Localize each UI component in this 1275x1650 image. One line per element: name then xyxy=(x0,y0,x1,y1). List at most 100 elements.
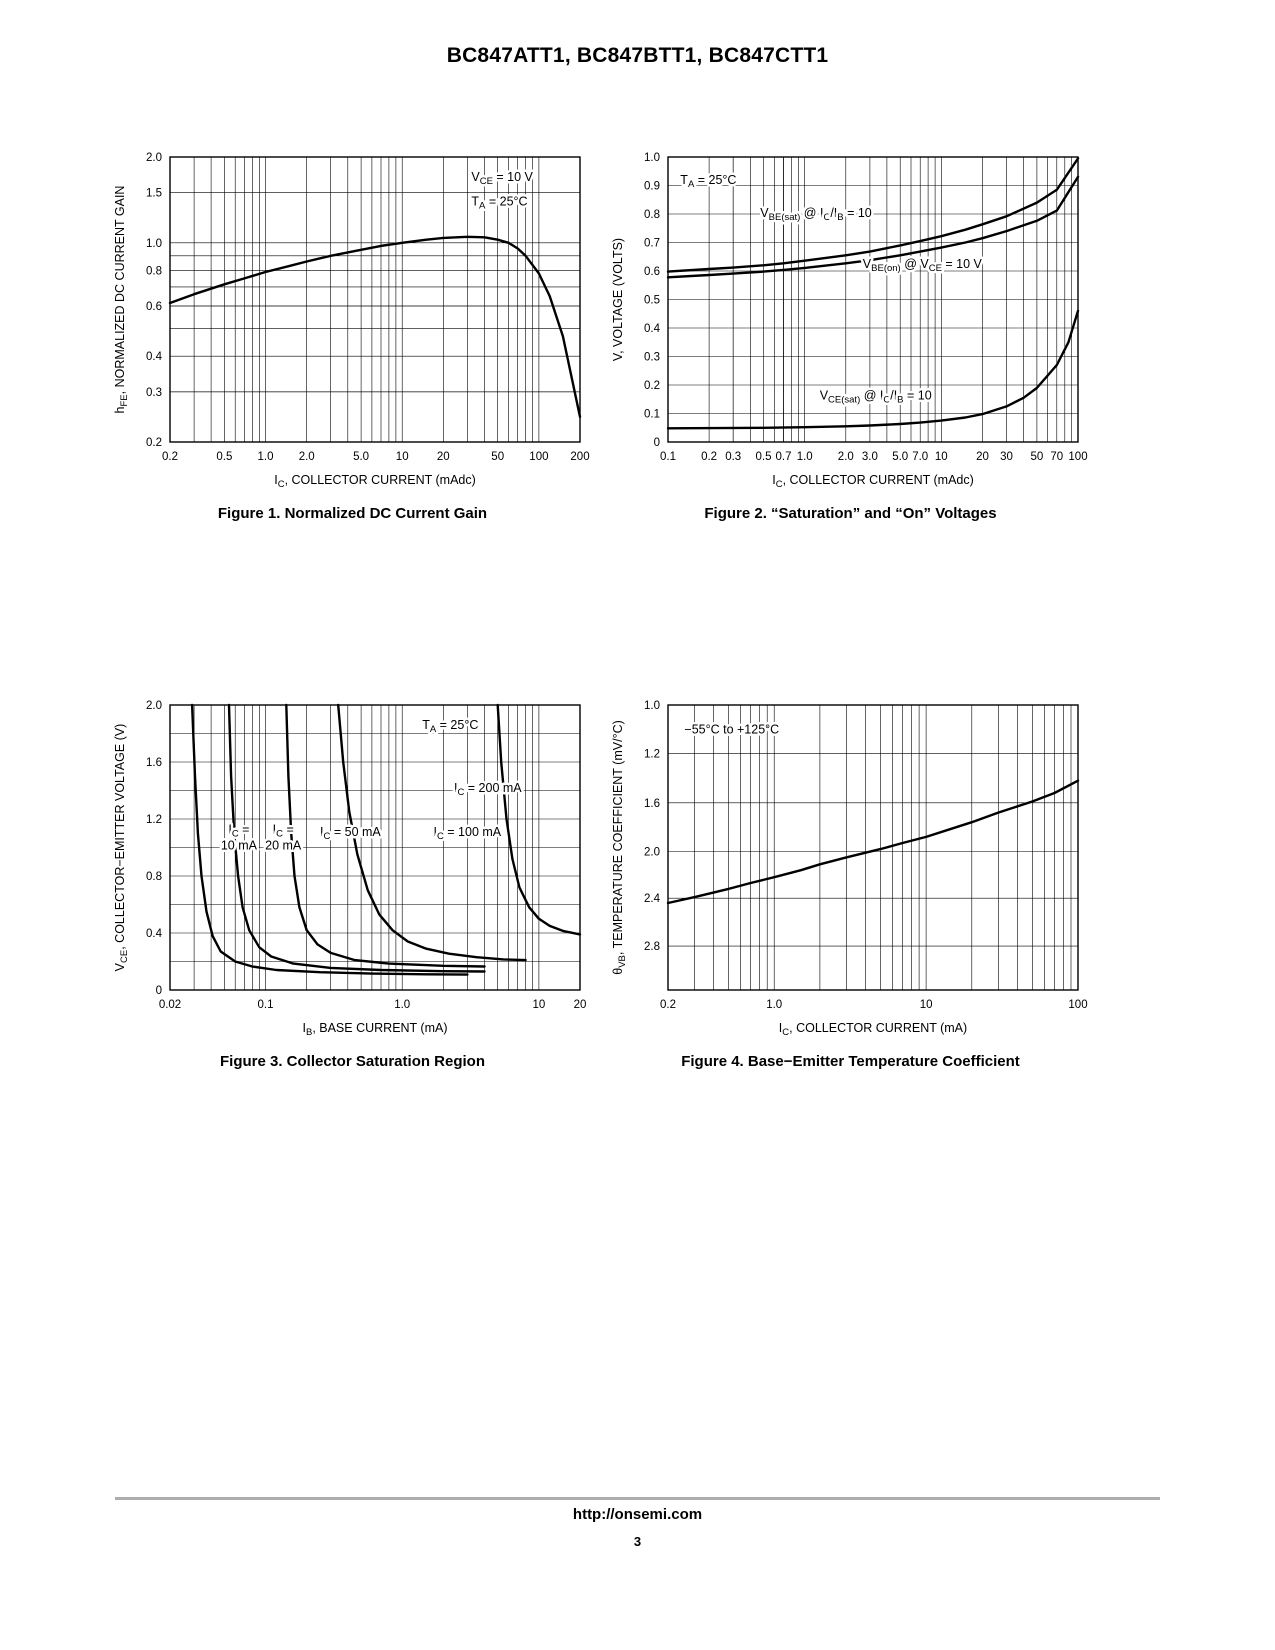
curve-ic-50ma xyxy=(285,703,486,968)
svg-text:50: 50 xyxy=(1031,451,1044,463)
figure-2-chart: 0.1 0.2 0.3 0.5 0.7 1.0 2.0 3.0 5.0 7.0 10 20 30 50 70… xyxy=(611,152,1088,490)
svg-text:1.0: 1.0 xyxy=(644,152,660,164)
curve-vbe-on xyxy=(666,175,1080,279)
curve-ic-200ma xyxy=(496,703,582,936)
svg-text:0.1: 0.1 xyxy=(258,999,274,1011)
curve-vce-sat xyxy=(666,309,1080,430)
curve-ic-10ma xyxy=(190,703,469,976)
y-axis-title: θVB, TEMPERATURE COEFFICIENT (mV/°C) xyxy=(611,720,628,975)
svg-text:0.4: 0.4 xyxy=(146,351,163,363)
svg-text:0.2: 0.2 xyxy=(162,451,178,463)
figure-3-chart: 0.02 0.1 1.0 10 20 0 0.4 0.8 1.2 1.6 2.0 IB, BASE C… xyxy=(113,700,586,1038)
svg-text:2.0: 2.0 xyxy=(146,700,162,712)
grid-lines xyxy=(170,157,580,442)
svg-text:2.4: 2.4 xyxy=(644,893,661,905)
svg-text:1.2: 1.2 xyxy=(644,749,660,761)
figure-3-caption: Figure 3. Collector Saturation Region xyxy=(219,1053,486,1070)
svg-text:100: 100 xyxy=(1068,451,1087,463)
svg-text:1.0: 1.0 xyxy=(394,999,410,1011)
svg-text:1.0: 1.0 xyxy=(766,999,782,1011)
figure-1-chart: 0.2 0.5 1.0 2.0 5.0 10 20 50 100 200 0.2 0.3 0.4 0.6 0… xyxy=(113,152,590,490)
svg-text:1.0: 1.0 xyxy=(146,238,162,250)
svg-text:0: 0 xyxy=(156,985,162,997)
svg-text:0.8: 0.8 xyxy=(644,209,660,221)
svg-text:1.0: 1.0 xyxy=(258,451,274,463)
svg-text:0.8: 0.8 xyxy=(146,265,162,277)
svg-text:5.0: 5.0 xyxy=(353,451,369,463)
svg-text:2.0: 2.0 xyxy=(299,451,315,463)
svg-text:100: 100 xyxy=(1068,999,1087,1011)
footer-rule xyxy=(115,1497,1160,1500)
svg-text:10: 10 xyxy=(935,451,948,463)
figure-1: 0.2 0.5 1.0 2.0 5.0 10 20 50 100 200 0.2 0.3 0.4 0.6 0… xyxy=(100,145,605,522)
svg-text:7.0: 7.0 xyxy=(912,451,928,463)
svg-text:0.2: 0.2 xyxy=(644,380,660,392)
annotation: IC = xyxy=(228,822,249,839)
plot-border xyxy=(169,156,581,443)
svg-text:0.3: 0.3 xyxy=(644,352,660,364)
annotation: VCE(sat) @ IC/IB = 10 xyxy=(820,388,932,405)
plot-border xyxy=(169,704,581,991)
svg-text:0.5: 0.5 xyxy=(216,451,232,463)
annotation: −55°C to +125°C xyxy=(684,723,779,737)
svg-text:2.0: 2.0 xyxy=(838,451,854,463)
svg-text:70: 70 xyxy=(1050,451,1063,463)
grid-lines xyxy=(668,157,1078,442)
figure-3: 0.02 0.1 1.0 10 20 0 0.4 0.8 1.2 1.6 2.0 IB, BASE C… xyxy=(100,693,605,1070)
footer-url[interactable]: http://onsemi.com xyxy=(572,1506,703,1523)
svg-text:0: 0 xyxy=(654,437,660,449)
svg-text:0.8: 0.8 xyxy=(146,871,162,883)
annotation: VBE(sat) @ IC/IB = 10 xyxy=(760,206,872,223)
svg-text:10: 10 xyxy=(533,999,546,1011)
svg-text:50: 50 xyxy=(491,451,504,463)
figure-4-chart: 0.2 1.0 10 100 1.0 1.2 1.6 2.0 2.4 2.8 IC, COLLECT… xyxy=(611,700,1088,1038)
y-axis-title: hFE, NORMALIZED DC CURRENT GAIN xyxy=(113,186,130,414)
x-axis-title: IC, COLLECTOR CURRENT (mA) xyxy=(779,1021,967,1038)
svg-text:10: 10 xyxy=(920,999,933,1011)
svg-text:200: 200 xyxy=(570,451,589,463)
page-title: BC847ATT1, BC847BTT1, BC847CTT1 xyxy=(446,44,829,67)
svg-text:1.0: 1.0 xyxy=(644,700,660,712)
annotation: IC = 100 mA xyxy=(433,825,501,842)
annotation: VBE(on) @ VCE = 10 V xyxy=(863,257,983,274)
svg-text:0.1: 0.1 xyxy=(644,409,660,421)
figure-4-caption: Figure 4. Base−Emitter Temperature Coeff… xyxy=(681,1053,1020,1070)
tick-labels: 0.2 1.0 10 100 1.0 1.2 1.6 2.0 2.4 2.8 xyxy=(644,700,1088,1011)
curve-ic-100ma xyxy=(337,703,527,962)
figure-1-caption: Figure 1. Normalized DC Current Gain xyxy=(217,505,488,522)
svg-text:1.6: 1.6 xyxy=(146,757,162,769)
plot-border xyxy=(667,156,1079,443)
svg-text:5.0: 5.0 xyxy=(892,451,908,463)
annotation: IC = 50 mA xyxy=(320,825,381,842)
grid-lines xyxy=(170,705,580,990)
annotation: 10 mA xyxy=(221,838,258,852)
svg-text:20: 20 xyxy=(574,999,587,1011)
svg-text:0.02: 0.02 xyxy=(159,999,181,1011)
svg-text:2.0: 2.0 xyxy=(644,847,660,859)
tick-labels: 0.02 0.1 1.0 10 20 0 0.4 0.8 1.2 1.6 2.0 xyxy=(146,700,586,1011)
svg-text:20: 20 xyxy=(437,451,450,463)
annotation: 20 mA xyxy=(265,838,302,852)
annotation: TA = 25°C xyxy=(422,718,478,735)
annotation: IC = 200 mA xyxy=(454,781,522,798)
svg-text:30: 30 xyxy=(1000,451,1013,463)
curve-vbe-sat xyxy=(666,157,1080,273)
svg-text:100: 100 xyxy=(529,451,548,463)
svg-text:0.2: 0.2 xyxy=(701,451,717,463)
annotation: IC = xyxy=(273,822,294,839)
svg-text:0.6: 0.6 xyxy=(146,301,162,313)
svg-text:20: 20 xyxy=(976,451,989,463)
curve-theta-vb xyxy=(666,779,1080,905)
svg-text:2.8: 2.8 xyxy=(644,941,660,953)
svg-text:0.7: 0.7 xyxy=(776,451,792,463)
svg-text:0.9: 0.9 xyxy=(644,181,660,193)
annotation: TA = 25°C xyxy=(680,173,736,190)
svg-text:1.5: 1.5 xyxy=(146,188,162,200)
annotation: TA = 25°C xyxy=(471,195,527,212)
annotation: VCE = 10 V xyxy=(471,170,533,187)
x-axis-title: IC, COLLECTOR CURRENT (mAdc) xyxy=(772,473,974,490)
svg-text:0.4: 0.4 xyxy=(644,323,661,335)
figure-2: 0.1 0.2 0.3 0.5 0.7 1.0 2.0 3.0 5.0 7.0 10 20 30 50 70… xyxy=(598,145,1103,522)
y-axis-title: V, VOLTAGE (VOLTS) xyxy=(611,238,625,361)
tick-labels: 0.2 0.5 1.0 2.0 5.0 10 20 50 100 200 0.2 0.3 0.4 0.6 0… xyxy=(146,152,590,463)
